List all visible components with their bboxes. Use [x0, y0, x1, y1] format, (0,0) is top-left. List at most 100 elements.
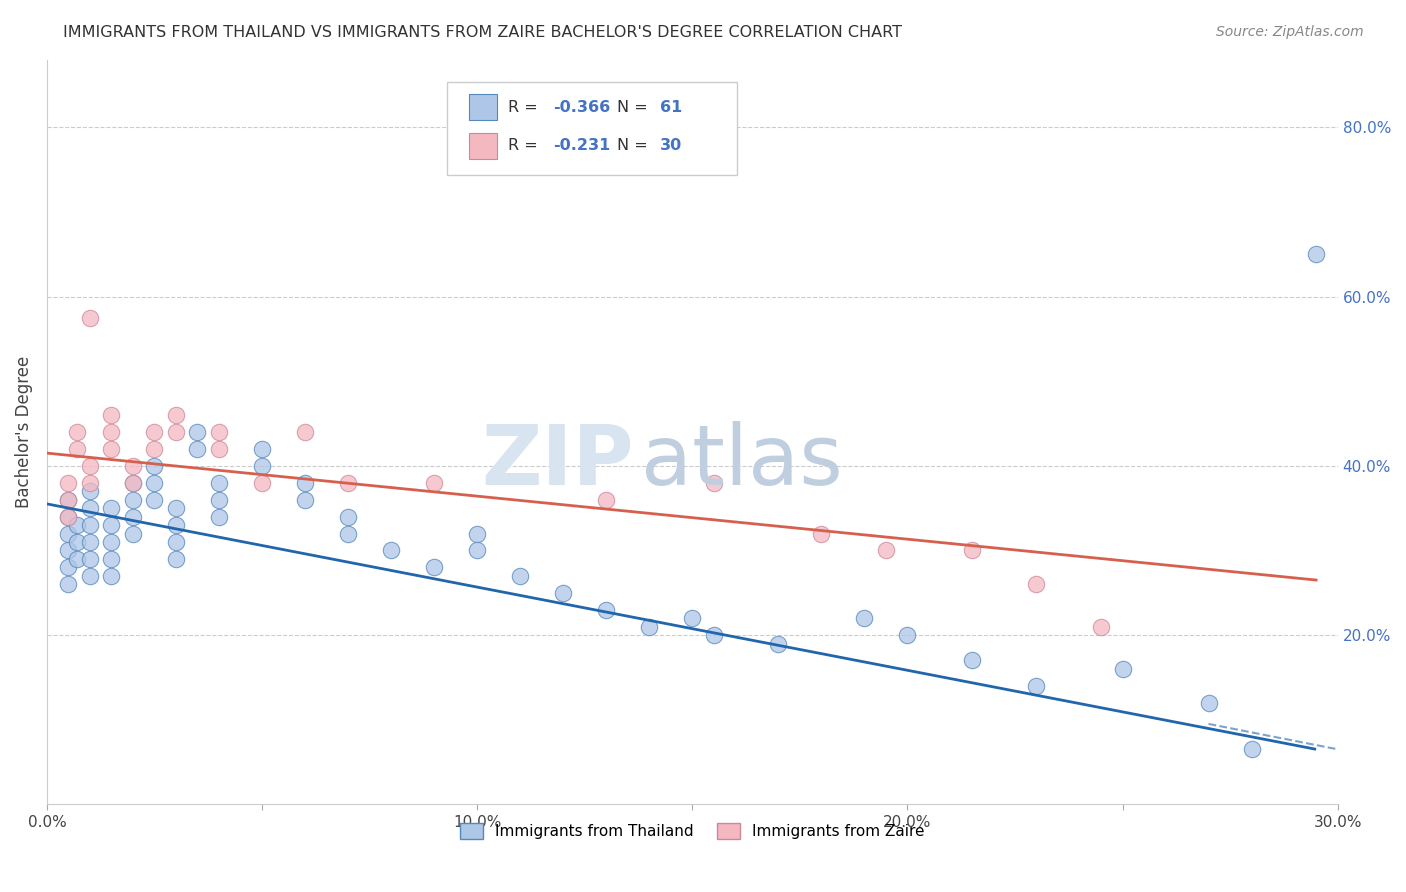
Point — [896, 628, 918, 642]
Point — [100, 535, 122, 549]
Point — [66, 535, 89, 549]
Point — [465, 526, 488, 541]
Text: Source: ZipAtlas.com: Source: ZipAtlas.com — [1216, 25, 1364, 39]
Point — [509, 569, 531, 583]
Point — [337, 509, 360, 524]
Point — [143, 475, 166, 490]
Point — [79, 501, 101, 516]
Point — [337, 526, 360, 541]
Point — [1025, 577, 1047, 591]
Text: R =: R = — [508, 100, 543, 115]
Point — [79, 518, 101, 533]
Point — [100, 408, 122, 422]
Text: -0.231: -0.231 — [553, 138, 610, 153]
Point — [100, 425, 122, 439]
Point — [681, 611, 703, 625]
Point — [810, 526, 832, 541]
Y-axis label: Bachelor's Degree: Bachelor's Degree — [15, 356, 32, 508]
Point — [1111, 662, 1133, 676]
Point — [294, 492, 316, 507]
Point — [208, 492, 231, 507]
Point — [100, 442, 122, 456]
Point — [208, 442, 231, 456]
Point — [122, 526, 145, 541]
Point — [465, 543, 488, 558]
Point — [1025, 679, 1047, 693]
Point — [186, 425, 208, 439]
Point — [595, 492, 617, 507]
Point — [703, 475, 725, 490]
Point — [122, 492, 145, 507]
Point — [58, 526, 80, 541]
Point — [703, 628, 725, 642]
Text: IMMIGRANTS FROM THAILAND VS IMMIGRANTS FROM ZAIRE BACHELOR'S DEGREE CORRELATION : IMMIGRANTS FROM THAILAND VS IMMIGRANTS F… — [63, 25, 903, 40]
Point — [100, 518, 122, 533]
Point — [208, 509, 231, 524]
Point — [79, 310, 101, 325]
Point — [58, 475, 80, 490]
Text: R =: R = — [508, 138, 543, 153]
Point — [960, 653, 983, 667]
Point — [79, 552, 101, 566]
Point — [79, 458, 101, 473]
Point — [79, 475, 101, 490]
Point — [58, 492, 80, 507]
Point — [100, 501, 122, 516]
Point — [1198, 696, 1220, 710]
Point — [165, 408, 187, 422]
Text: -0.366: -0.366 — [553, 100, 610, 115]
Point — [143, 425, 166, 439]
Point — [58, 509, 80, 524]
Legend: Immigrants from Thailand, Immigrants from Zaire: Immigrants from Thailand, Immigrants fro… — [454, 817, 931, 845]
Point — [875, 543, 897, 558]
Point — [143, 458, 166, 473]
Point — [208, 425, 231, 439]
Text: N =: N = — [617, 100, 654, 115]
Point — [960, 543, 983, 558]
Point — [165, 501, 187, 516]
Point — [58, 577, 80, 591]
Point — [122, 475, 145, 490]
FancyBboxPatch shape — [447, 82, 737, 175]
Point — [58, 509, 80, 524]
Point — [423, 475, 446, 490]
Text: N =: N = — [617, 138, 654, 153]
Point — [100, 569, 122, 583]
Point — [1090, 619, 1112, 633]
Point — [58, 560, 80, 574]
FancyBboxPatch shape — [470, 133, 498, 159]
Point — [143, 492, 166, 507]
Point — [250, 442, 273, 456]
Point — [100, 552, 122, 566]
Point — [66, 518, 89, 533]
Point — [250, 458, 273, 473]
Point — [165, 552, 187, 566]
Point — [294, 475, 316, 490]
Point — [186, 442, 208, 456]
Point — [638, 619, 661, 633]
Point — [58, 543, 80, 558]
Point — [122, 509, 145, 524]
Point — [595, 602, 617, 616]
Point — [79, 484, 101, 499]
Point — [165, 535, 187, 549]
Point — [853, 611, 876, 625]
Point — [122, 458, 145, 473]
Point — [143, 442, 166, 456]
Point — [768, 636, 790, 650]
Point — [1305, 247, 1327, 261]
Point — [423, 560, 446, 574]
Point — [250, 475, 273, 490]
FancyBboxPatch shape — [470, 94, 498, 120]
Point — [553, 586, 575, 600]
Point — [58, 492, 80, 507]
Point — [380, 543, 402, 558]
Text: ZIP: ZIP — [482, 421, 634, 502]
Text: 61: 61 — [659, 100, 682, 115]
Point — [66, 425, 89, 439]
Point — [165, 518, 187, 533]
Point — [79, 535, 101, 549]
Point — [1240, 742, 1263, 756]
Point — [208, 475, 231, 490]
Point — [79, 569, 101, 583]
